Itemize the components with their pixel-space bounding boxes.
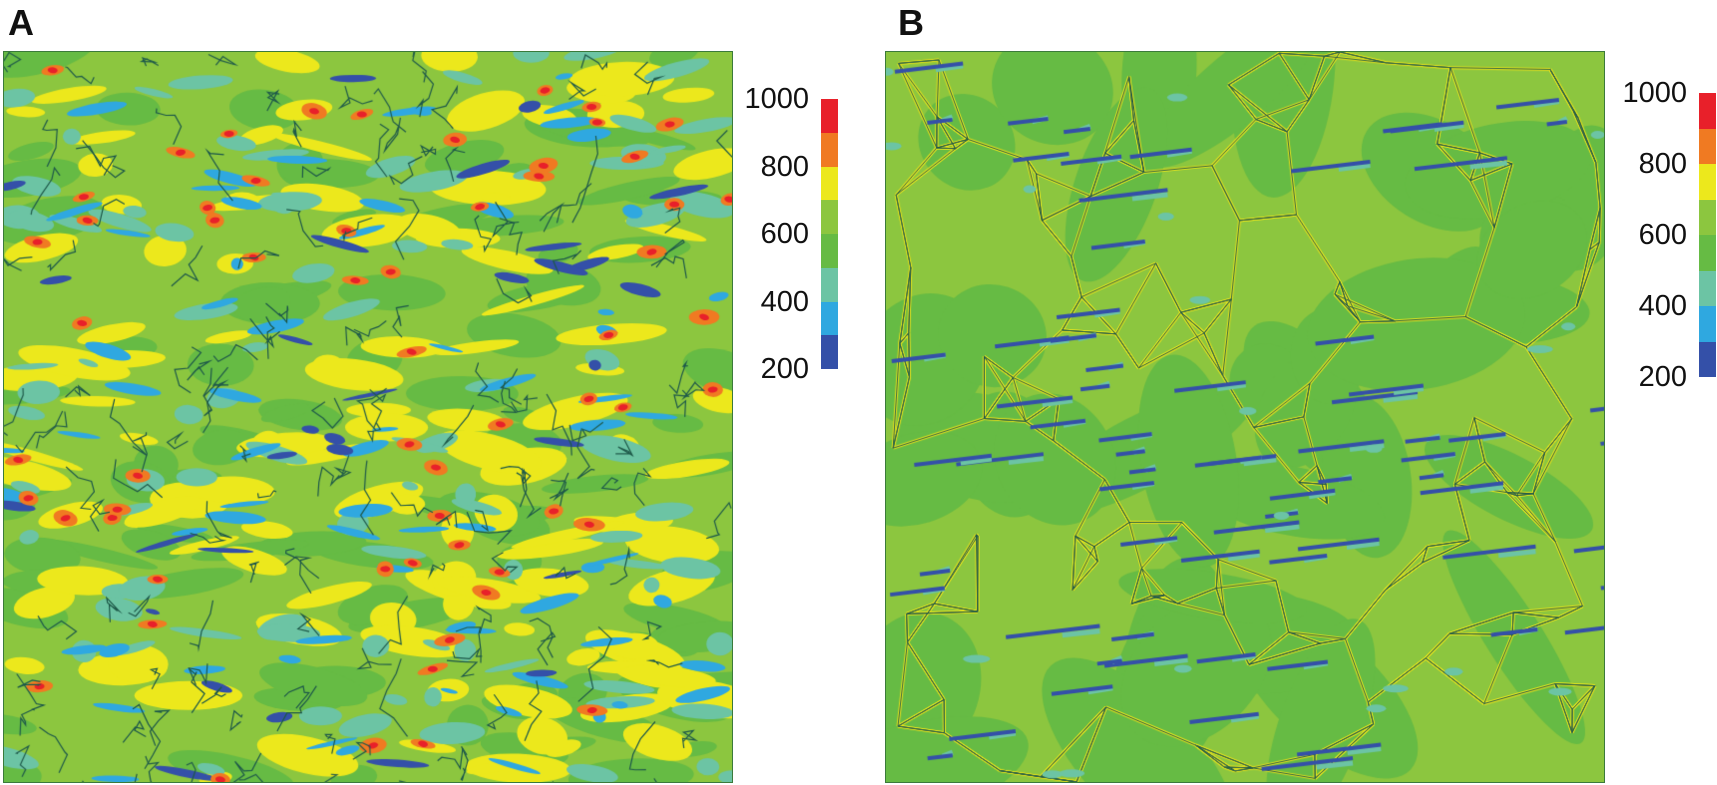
colorbar-band bbox=[821, 99, 838, 133]
colorbar-band bbox=[821, 335, 838, 369]
panel-a-contour-map bbox=[3, 51, 733, 783]
colorbar-tick-label: 200 bbox=[1638, 361, 1687, 393]
panel-b-contour-map bbox=[885, 51, 1605, 783]
colorbar-tick-label: 800 bbox=[760, 150, 809, 183]
colorbar-tick-label: 1000 bbox=[744, 83, 809, 115]
colorbar-band bbox=[821, 301, 838, 336]
colorbar-tick-label: 600 bbox=[760, 218, 809, 250]
panel-a-label: A bbox=[8, 2, 34, 43]
colorbar-band bbox=[1699, 164, 1716, 200]
colorbar-tick-label: 600 bbox=[1638, 219, 1687, 251]
colorbar-band bbox=[1699, 235, 1716, 271]
colorbar-band bbox=[821, 267, 838, 302]
colorbar-band bbox=[1699, 199, 1716, 235]
colorbar-tick-label: 200 bbox=[760, 353, 809, 385]
colorbar-band bbox=[821, 200, 838, 234]
colorbar-band bbox=[821, 132, 838, 167]
colorbar-tick-label: 400 bbox=[1638, 290, 1687, 322]
colorbar-band bbox=[1699, 128, 1716, 164]
colorbar-tick-label: 800 bbox=[1638, 148, 1687, 180]
panel-a-colorbar bbox=[821, 99, 838, 369]
colorbar-band bbox=[1699, 341, 1716, 377]
colorbar-band bbox=[821, 166, 838, 201]
colorbar-band bbox=[1699, 270, 1716, 306]
colorbar-band bbox=[821, 234, 838, 268]
panel-b-label: B bbox=[898, 2, 924, 43]
colorbar-tick-label: 400 bbox=[760, 285, 809, 318]
panel-b-colorbar bbox=[1699, 93, 1716, 377]
colorbar-tick-label: 1000 bbox=[1622, 77, 1687, 109]
colorbar-band bbox=[1699, 93, 1716, 129]
colorbar-band bbox=[1699, 306, 1716, 342]
